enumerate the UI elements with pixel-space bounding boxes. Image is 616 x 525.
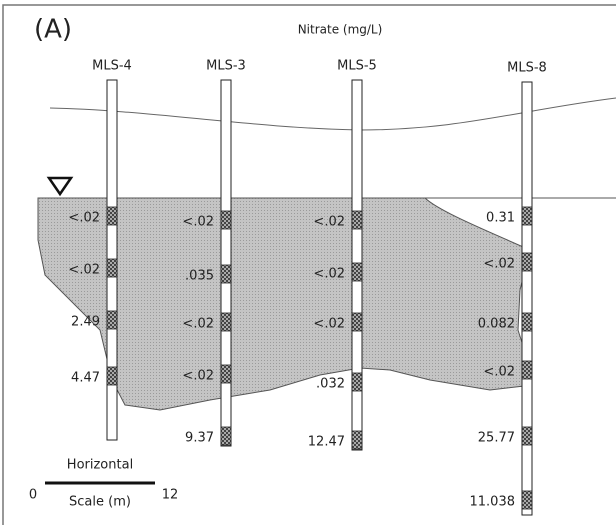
nitrate-reading: 25.77 <box>478 431 515 446</box>
sampling-port <box>351 372 363 392</box>
well-casing <box>521 81 533 516</box>
nitrate-reading: <.02 <box>182 215 214 230</box>
wells: MLS-4 <.02 <.02 2.49 4.47 MLS-3 <.02 .035 <.02 <.… <box>68 59 547 516</box>
nitrate-reading: <.02 <box>182 369 214 384</box>
well-name: MLS-4 <box>92 59 132 74</box>
sampling-port <box>220 364 232 384</box>
sampling-port <box>521 312 533 332</box>
sampling-port <box>220 312 232 332</box>
nitrate-reading: <.02 <box>68 211 100 226</box>
scale-top-label: Horizontal <box>67 458 133 473</box>
sampling-port <box>106 310 118 330</box>
sampling-port <box>521 252 533 272</box>
sampling-port <box>106 206 118 226</box>
sampling-port <box>521 360 533 380</box>
nitrate-reading: <.02 <box>483 365 515 380</box>
sampling-port <box>351 210 363 230</box>
nitrate-reading: <.02 <box>68 263 100 278</box>
nitrate-reading: 0.082 <box>478 317 515 332</box>
nitrate-reading: <.02 <box>483 257 515 272</box>
sampling-port <box>351 312 363 332</box>
sampling-port <box>220 264 232 284</box>
sampling-port <box>220 426 232 446</box>
nitrate-reading: <.02 <box>313 267 345 282</box>
scale-start: 0 <box>29 488 37 503</box>
sampling-port <box>351 430 363 450</box>
sampling-port <box>521 206 533 226</box>
nitrate-reading: 0.31 <box>486 211 515 226</box>
nitrate-reading: 9.37 <box>185 431 214 446</box>
nitrate-reading: .035 <box>185 269 214 284</box>
sampling-port <box>220 210 232 230</box>
scale-bottom-label: Scale (m) <box>69 495 131 510</box>
nitrate-reading: <.02 <box>313 317 345 332</box>
sampling-port <box>521 490 533 510</box>
title: Nitrate (mg/L) <box>298 23 383 37</box>
scale-end: 12 <box>162 488 179 503</box>
sampling-port <box>106 258 118 278</box>
sampling-port <box>106 366 118 386</box>
nitrate-reading: 4.47 <box>71 371 100 386</box>
water-table-symbol <box>46 176 74 197</box>
nitrate-reading: .032 <box>316 377 345 392</box>
nitrate-reading: <.02 <box>182 317 214 332</box>
nitrate-reading: 2.49 <box>71 315 100 330</box>
sampling-port <box>521 426 533 446</box>
frame <box>2 4 616 525</box>
well-casing <box>220 79 232 447</box>
sampling-port <box>351 262 363 282</box>
well-name: MLS-5 <box>337 59 377 74</box>
nitrate-reading: 12.47 <box>308 435 345 450</box>
well-name: MLS-8 <box>507 61 547 76</box>
nitrate-reading: 11.038 <box>470 495 516 510</box>
nitrate-reading: <.02 <box>313 215 345 230</box>
well-name: MLS-3 <box>206 59 246 74</box>
panel-label: (A) <box>34 15 72 45</box>
